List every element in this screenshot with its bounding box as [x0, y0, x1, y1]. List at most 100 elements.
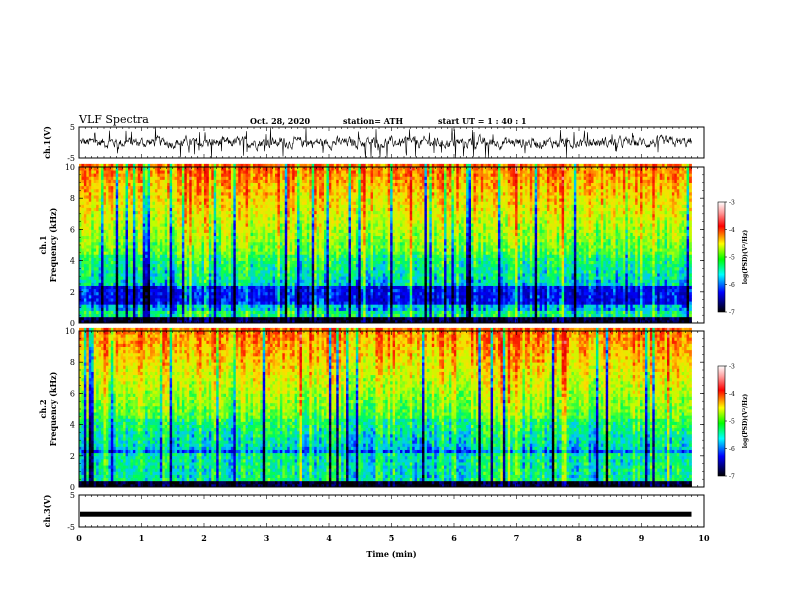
spectrogram-cell — [295, 317, 298, 321]
spectrogram-cell — [209, 189, 212, 193]
spectrogram-cell — [260, 239, 263, 243]
spectrogram-cell — [243, 229, 246, 233]
spectrogram-cell — [292, 270, 295, 274]
spectrogram-cell — [111, 176, 114, 180]
spectrogram-cell — [263, 204, 266, 208]
spectrogram-cell — [309, 236, 312, 240]
spectrogram-cell — [282, 217, 285, 221]
spectrogram-cell — [84, 226, 87, 230]
spectrogram-cell — [94, 261, 97, 265]
spectrogram-cell — [263, 286, 266, 290]
spectrogram-cell — [292, 311, 295, 315]
spectrogram-cell — [314, 261, 317, 265]
spectrogram-cell — [238, 183, 241, 187]
spectrogram-cell — [251, 198, 254, 202]
spectrogram-cell — [123, 267, 126, 271]
spectrogram-cell — [106, 311, 109, 315]
spectrogram-cell — [99, 226, 102, 230]
spectrogram-cell — [219, 307, 222, 311]
spectrogram-cell — [312, 201, 315, 205]
spectrogram-cell — [170, 282, 173, 286]
spectrogram-cell — [143, 254, 146, 258]
spectrogram-cell — [121, 270, 124, 274]
spectrogram-cell — [290, 173, 293, 177]
spectrogram-cell — [111, 276, 114, 280]
spectrogram-cell — [241, 295, 244, 299]
spectrogram-cell — [214, 223, 217, 227]
spectrogram-cell — [121, 276, 124, 280]
spectrogram-cell — [251, 245, 254, 249]
spectrogram-cell — [104, 226, 107, 230]
spectrogram-cell — [314, 189, 317, 193]
spectrogram-cell — [317, 292, 320, 296]
spectrogram-cell — [206, 192, 209, 196]
spectrogram-cell — [295, 233, 298, 237]
ch1-waveform-trace — [80, 127, 692, 158]
spectrogram-cell — [236, 211, 239, 215]
spectrogram-cell — [268, 236, 271, 240]
spectrogram-cell — [106, 289, 109, 293]
spectrogram-cell — [130, 192, 133, 196]
spectrogram-cell — [106, 223, 109, 227]
spectrogram-cell — [251, 204, 254, 208]
spectrogram-cell — [140, 307, 143, 311]
spectrogram-cell — [89, 317, 92, 321]
spectrogram-cell — [309, 276, 312, 280]
spectrogram-cell — [211, 261, 214, 265]
spectrogram-cell — [138, 317, 141, 321]
spectrogram-cell — [162, 301, 165, 305]
spectrogram-cell — [209, 226, 212, 230]
spectrogram-cell — [175, 311, 178, 315]
spectrogram-cell — [155, 276, 158, 280]
spectrogram-cell — [197, 239, 200, 243]
spectrogram-cell — [143, 233, 146, 237]
spectrogram-cell — [216, 298, 219, 302]
spectrogram-cell — [172, 270, 175, 274]
spectrogram-cell — [165, 176, 168, 180]
spectrogram-cell — [216, 204, 219, 208]
spectrogram-cell — [96, 186, 99, 190]
spectrogram-cell — [231, 270, 234, 274]
spectrogram-cell — [206, 314, 209, 318]
spectrogram-cell — [277, 223, 280, 227]
spectrogram-cell — [170, 245, 173, 249]
spectrogram-cell — [204, 289, 207, 293]
spectrogram-cell — [246, 279, 249, 283]
spectrogram-cell — [251, 167, 254, 171]
spectrogram-cell — [317, 279, 320, 283]
spectrogram-cell — [238, 179, 241, 183]
spectrogram-cell — [106, 245, 109, 249]
spectrogram-cell — [116, 286, 119, 290]
spectrogram-cell — [204, 211, 207, 215]
spectrogram-cell — [304, 286, 307, 290]
spectrogram-cell — [246, 214, 249, 218]
spectrogram-cell — [113, 295, 116, 299]
spectrogram-cell — [275, 201, 278, 205]
spectrogram-cell — [96, 273, 99, 277]
spectrogram-cell — [277, 311, 280, 315]
spectrogram-cell — [199, 317, 202, 321]
spectrogram-cell — [165, 248, 168, 252]
spectrogram-cell — [290, 298, 293, 302]
spectrogram-cell — [263, 273, 266, 277]
spectrogram-cell — [143, 176, 146, 180]
spectrogram-cell — [300, 183, 303, 187]
spectrogram-cell — [199, 314, 202, 318]
spectrogram-cell — [307, 267, 310, 271]
spectrogram-cell — [89, 276, 92, 280]
spectrogram-cell — [157, 173, 160, 177]
spectrogram-cell — [175, 204, 178, 208]
spectrogram-cell — [162, 217, 165, 221]
spectrogram-cell — [86, 311, 89, 315]
spectrogram-cell — [221, 236, 224, 240]
spectrogram-cell — [143, 239, 146, 243]
spectrogram-cell — [113, 214, 116, 218]
spectrogram-cell — [317, 248, 320, 252]
spectrogram-cell — [238, 211, 241, 215]
spectrogram-cell — [243, 286, 246, 290]
spectrogram-cell — [280, 279, 283, 283]
spectrogram-cell — [273, 261, 276, 265]
spectrogram-cell — [101, 242, 104, 246]
spectrogram-cell — [197, 186, 200, 190]
spectrogram-cell — [153, 273, 156, 277]
